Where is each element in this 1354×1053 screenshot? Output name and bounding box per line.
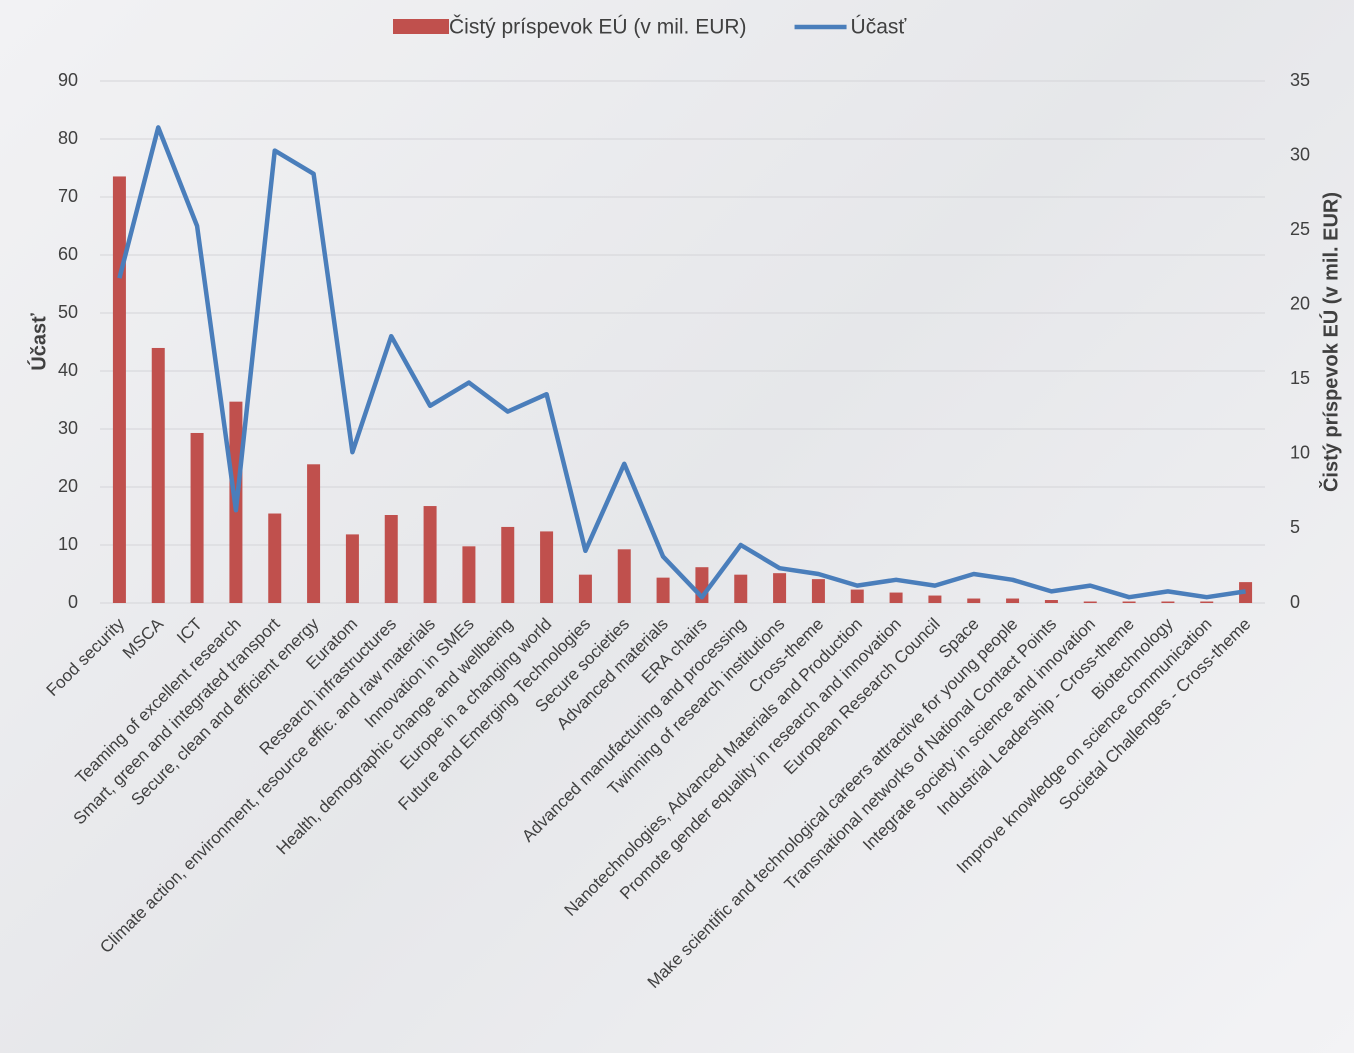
bar — [656, 577, 670, 603]
y2-tick-label: 20 — [1290, 293, 1310, 313]
bar — [345, 534, 359, 603]
bar — [1083, 601, 1097, 603]
y-tick-label: 10 — [58, 534, 78, 554]
bar — [1006, 598, 1020, 603]
bar — [112, 176, 126, 604]
bar — [967, 598, 981, 603]
y2-tick-label: 0 — [1290, 592, 1300, 612]
y-tick-label: 30 — [58, 418, 78, 438]
bar — [734, 574, 748, 603]
bar — [307, 464, 321, 603]
y2-tick-label: 30 — [1290, 144, 1310, 164]
line — [117, 125, 1246, 600]
bar — [1161, 601, 1175, 603]
y-tick-label: 80 — [58, 128, 78, 148]
bar — [811, 579, 825, 603]
bar — [462, 546, 476, 603]
y2-tick-label: 35 — [1290, 70, 1310, 90]
y-tick-label: 40 — [58, 360, 78, 380]
y-axis-title: Účasť — [26, 313, 50, 371]
bar — [384, 515, 398, 603]
bar — [617, 549, 631, 603]
bar — [773, 573, 787, 603]
bar — [190, 432, 204, 603]
legend-label: Čistý príspevok EÚ (v mil. EUR) — [449, 16, 747, 39]
x-tick-label: Food security — [43, 614, 129, 700]
y-tick-label: 60 — [58, 244, 78, 264]
y2-tick-label: 10 — [1290, 443, 1310, 463]
x-tick-label: ICT — [173, 614, 206, 647]
x-tick-label: MSCA — [119, 614, 168, 663]
y2-axis-title: Čistý príspevok EÚ (v mil. EUR) — [1318, 192, 1342, 492]
y-tick-label: 50 — [58, 302, 78, 322]
y-tick-label: 0 — [68, 592, 78, 612]
bar — [151, 347, 165, 603]
legend-swatch — [393, 19, 449, 34]
bar — [889, 592, 903, 603]
bar — [1122, 601, 1136, 603]
bar — [501, 526, 515, 603]
bar — [578, 574, 592, 603]
bar — [423, 506, 437, 603]
bar — [1044, 600, 1058, 603]
y2-tick-label: 15 — [1290, 368, 1310, 388]
bar — [268, 513, 282, 603]
bar — [540, 531, 554, 603]
y-tick-label: 90 — [58, 70, 78, 90]
bar — [1200, 601, 1214, 603]
y2-tick-label: 25 — [1290, 219, 1310, 239]
legend-label: Účasť — [851, 16, 908, 39]
bar — [850, 589, 864, 603]
bar — [928, 595, 942, 603]
y-tick-label: 20 — [58, 476, 78, 496]
y-tick-label: 70 — [58, 186, 78, 206]
y2-tick-label: 5 — [1290, 517, 1300, 537]
